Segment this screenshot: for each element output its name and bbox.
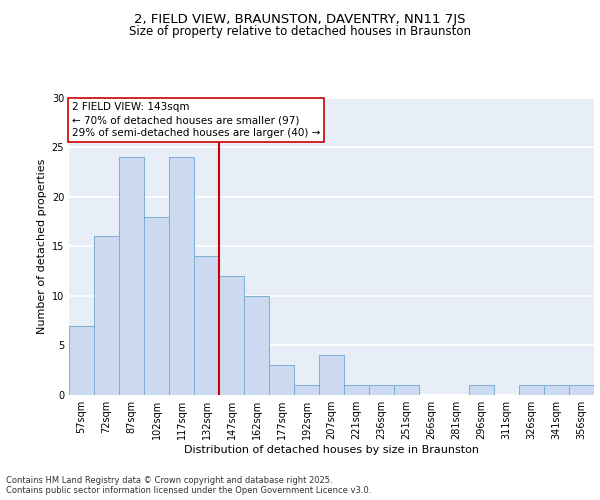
- Bar: [219, 276, 244, 395]
- Text: Size of property relative to detached houses in Braunston: Size of property relative to detached ho…: [129, 25, 471, 38]
- Text: 2, FIELD VIEW, BRAUNSTON, DAVENTRY, NN11 7JS: 2, FIELD VIEW, BRAUNSTON, DAVENTRY, NN11…: [134, 12, 466, 26]
- Text: Contains HM Land Registry data © Crown copyright and database right 2025.
Contai: Contains HM Land Registry data © Crown c…: [6, 476, 371, 495]
- X-axis label: Distribution of detached houses by size in Braunston: Distribution of detached houses by size …: [184, 445, 479, 455]
- Y-axis label: Number of detached properties: Number of detached properties: [37, 158, 47, 334]
- Bar: [519, 385, 544, 395]
- Bar: [294, 385, 319, 395]
- Bar: [544, 385, 569, 395]
- Bar: [144, 216, 169, 395]
- Bar: [394, 385, 419, 395]
- Bar: [569, 385, 594, 395]
- Bar: [269, 365, 294, 395]
- Bar: [469, 385, 494, 395]
- Bar: [369, 385, 394, 395]
- Bar: [119, 157, 144, 395]
- Bar: [194, 256, 219, 395]
- Bar: [69, 326, 94, 395]
- Bar: [244, 296, 269, 395]
- Bar: [319, 356, 344, 395]
- Bar: [344, 385, 369, 395]
- Bar: [169, 157, 194, 395]
- Bar: [94, 236, 119, 395]
- Text: 2 FIELD VIEW: 143sqm
← 70% of detached houses are smaller (97)
29% of semi-detac: 2 FIELD VIEW: 143sqm ← 70% of detached h…: [71, 102, 320, 139]
